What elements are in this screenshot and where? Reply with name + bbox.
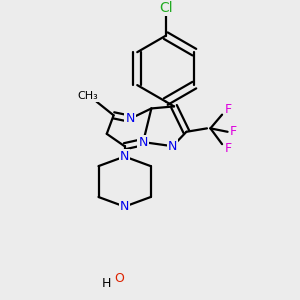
Text: N: N [125,112,135,125]
Text: N: N [120,200,129,213]
Text: N: N [168,140,177,153]
Text: N: N [138,136,148,148]
Text: F: F [225,142,232,155]
Text: H: H [102,277,111,290]
Text: Cl: Cl [159,1,172,15]
Text: O: O [114,272,124,284]
Text: F: F [230,125,237,138]
Text: CH₃: CH₃ [78,91,99,101]
Text: F: F [225,103,232,116]
Text: N: N [120,150,129,163]
